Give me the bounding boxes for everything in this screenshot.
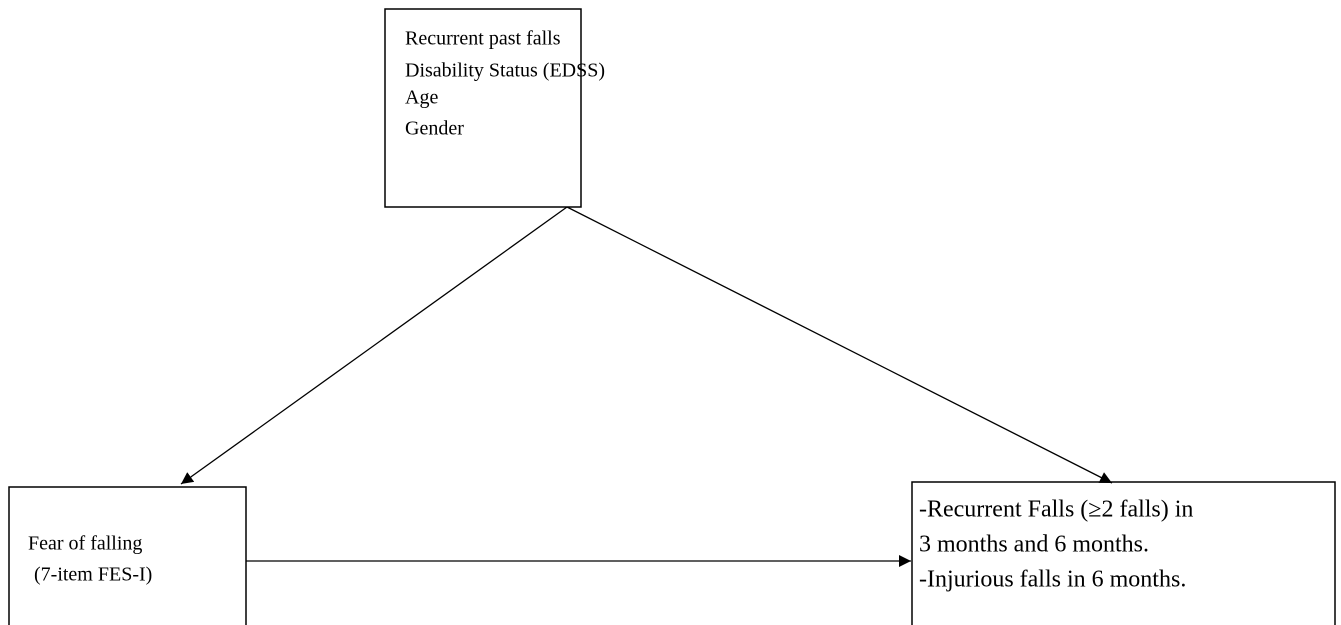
factors-box: [384, 8, 582, 208]
node-text: Fear of falling: [28, 533, 142, 555]
arrow: [180, 206, 568, 485]
node-text: -Injurious falls in 6 months.: [919, 567, 1186, 593]
node-text: 3 months and 6 months.: [919, 532, 1149, 558]
node-text: Recurrent past falls: [405, 28, 561, 50]
arrow: [566, 206, 1113, 484]
node-text: Age: [405, 87, 438, 109]
node-text: (7-item FES-I): [34, 564, 152, 586]
node-text: Gender: [405, 118, 464, 140]
node-text: -Recurrent Falls (≥2 falls) in: [919, 497, 1193, 523]
outcome-box: [911, 481, 1336, 625]
node-text: Disability Status (EDSS): [405, 60, 605, 82]
fear-box: [8, 486, 247, 625]
